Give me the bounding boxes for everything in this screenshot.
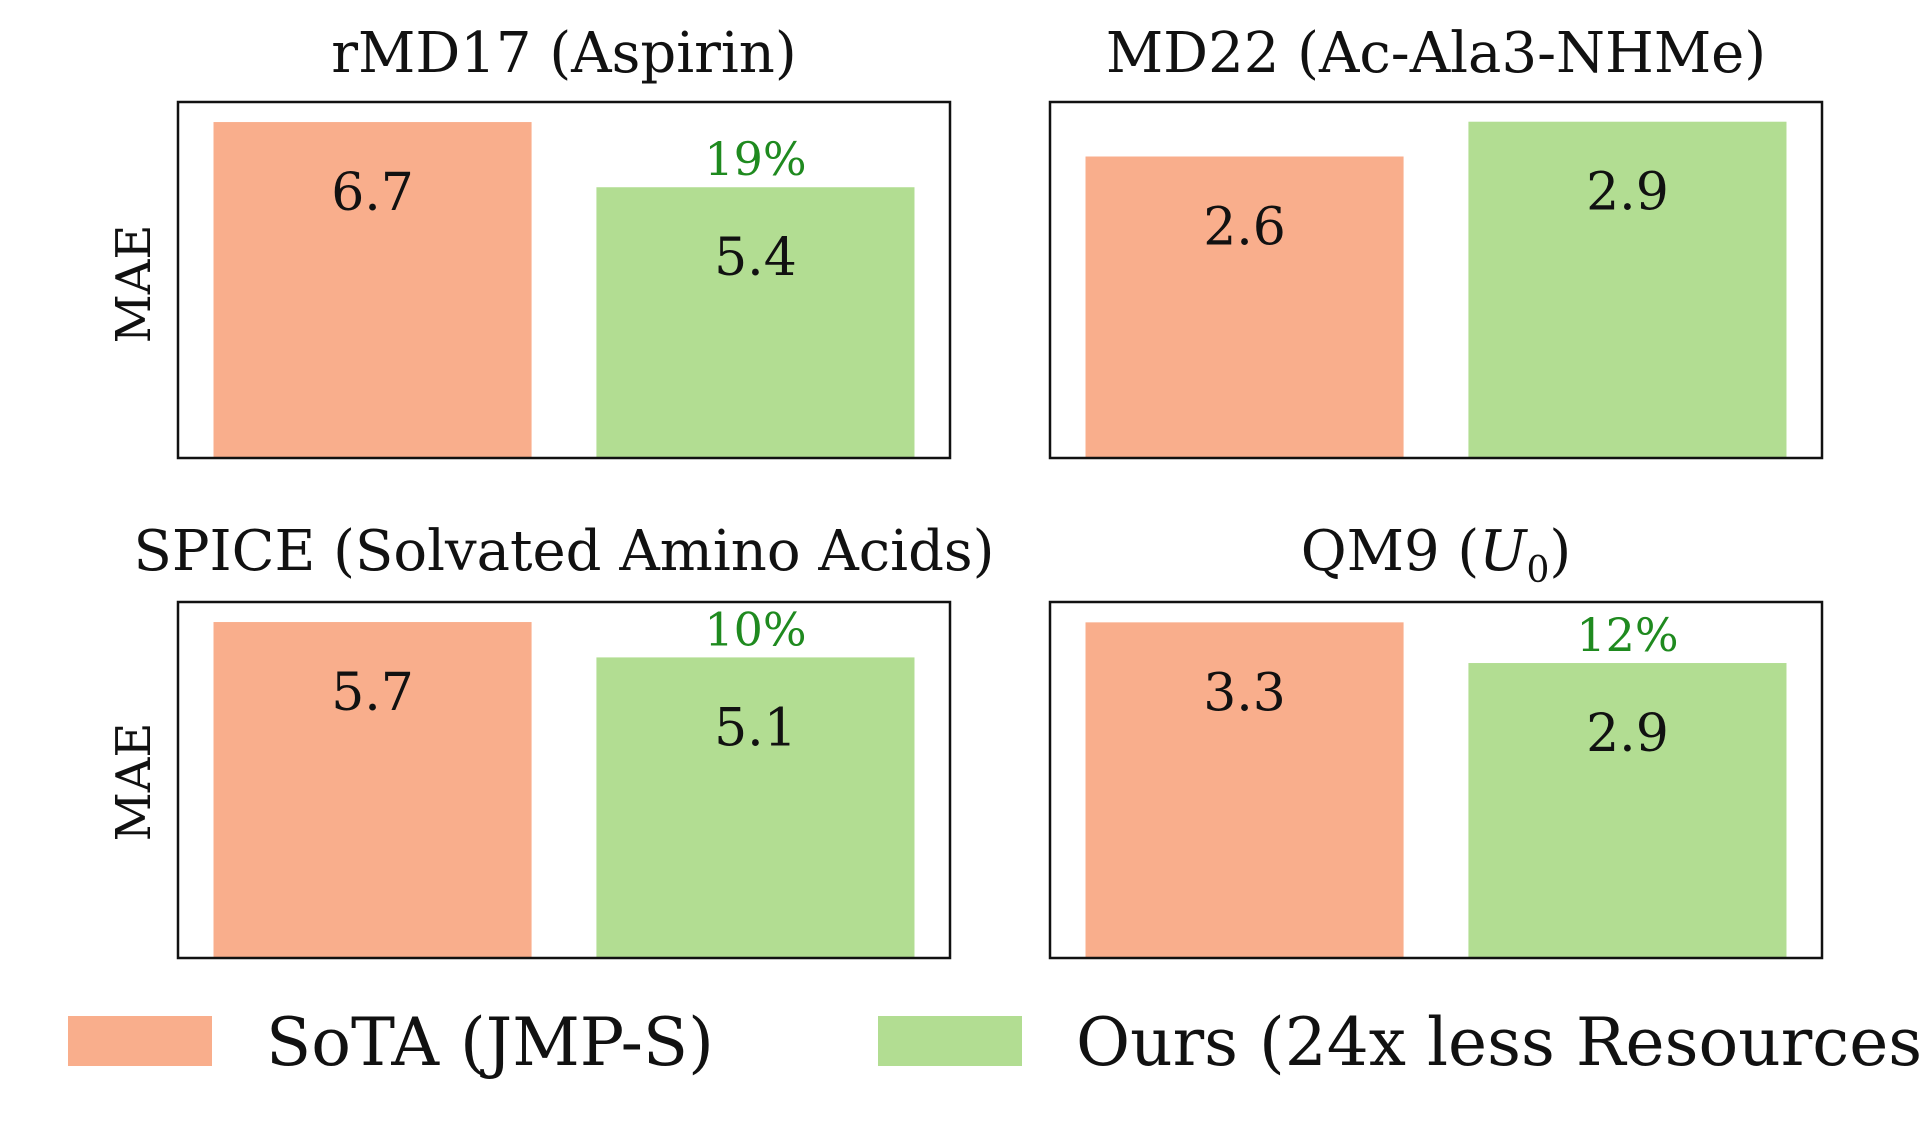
improvement-label: 12% — [1576, 608, 1678, 662]
title-sub: 0 — [1526, 550, 1549, 591]
panel-title: SPICE (Solvated Amino Acids) — [133, 519, 994, 584]
panel-title: rMD17 (Aspirin) — [331, 21, 796, 86]
bar-ours — [596, 657, 915, 958]
bar-value-label: 6.7 — [331, 163, 414, 223]
bar-ours — [1468, 121, 1787, 459]
legend-swatch-ours — [878, 1016, 1022, 1066]
legend: SoTA (JMP-S) Ours (24x less Resources) — [68, 1004, 1920, 1081]
bar-value-label: 2.9 — [1586, 163, 1669, 223]
bar-sota — [1085, 622, 1404, 958]
bar-value-label: 5.1 — [714, 698, 797, 758]
bar-value-label: 2.9 — [1586, 704, 1669, 764]
panel-rmd17: rMD17 (Aspirin) MAE 6.7 5.4 19% — [106, 21, 952, 460]
y-axis-label: MAE — [106, 723, 162, 842]
panel-title: MD22 (Ac-Ala3-NHMe) — [1106, 21, 1766, 86]
bar-value-label: 3.3 — [1203, 663, 1286, 723]
improvement-label: 19% — [704, 132, 806, 186]
bar-sota — [213, 122, 532, 458]
title-var: U — [1479, 519, 1528, 584]
bar-value-label: 5.4 — [714, 228, 797, 288]
improvement-label: 10% — [704, 602, 806, 656]
panel-title: QM9 (U0) — [1301, 519, 1572, 591]
legend-label-sota: SoTA (JMP-S) — [266, 1004, 714, 1081]
title-main: QM9 ( — [1301, 519, 1480, 584]
bar-sota — [213, 622, 532, 958]
panel-qm9: QM9 (U0) 3.3 2.9 12% — [1048, 519, 1824, 960]
axes-frame — [176, 600, 952, 960]
title-close: ) — [1549, 519, 1571, 584]
y-axis-label: MAE — [106, 225, 162, 344]
bar-value-label: 5.7 — [331, 663, 414, 723]
bar-sota — [1085, 156, 1404, 458]
legend-swatch-sota — [68, 1016, 212, 1066]
bar-ours — [596, 187, 915, 458]
axes-frame — [176, 100, 952, 460]
bar-ours — [1468, 663, 1787, 958]
panel-spice: SPICE (Solvated Amino Acids) MAE 5.7 5.1 1… — [106, 519, 995, 960]
legend-label-ours: Ours (24x less Resources) — [1076, 1004, 1920, 1081]
axes-frame — [1048, 600, 1824, 960]
bar-value-label: 2.6 — [1203, 198, 1286, 258]
panel-md22: MD22 (Ac-Ala3-NHMe) 2.6 2.9 — [1048, 21, 1824, 460]
axes-frame — [1048, 100, 1824, 460]
